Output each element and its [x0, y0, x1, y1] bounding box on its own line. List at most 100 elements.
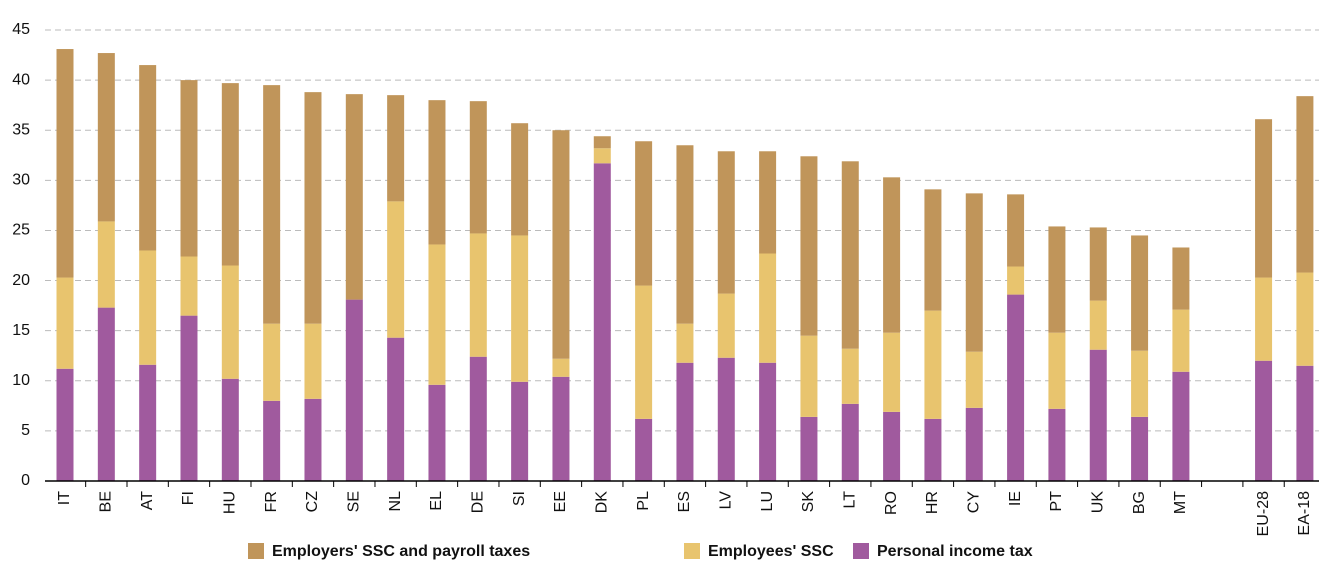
bar-segment	[759, 253, 777, 363]
x-tick-label: SK	[800, 491, 817, 513]
bar-segment	[552, 376, 570, 481]
y-tick-label: 10	[12, 372, 30, 389]
bar-segment	[965, 351, 983, 408]
y-tick-label: 40	[12, 71, 30, 88]
bar-segment	[1048, 332, 1066, 409]
bar-segment	[924, 189, 942, 311]
x-tick-label: MT	[1172, 491, 1189, 514]
bar-segment	[1296, 96, 1314, 273]
x-tick-label: DE	[470, 491, 487, 513]
bar-segment	[759, 151, 777, 254]
x-tick-label: SI	[511, 491, 528, 506]
bar-segment	[56, 368, 74, 481]
bar-segment	[1089, 227, 1107, 301]
y-tick-label: 5	[21, 422, 30, 439]
x-tick-label: PL	[635, 491, 652, 511]
legend-label: Employees' SSC	[708, 543, 834, 560]
x-tick-label: HU	[222, 491, 239, 514]
x-tick-label: CZ	[304, 491, 321, 513]
bar-segment	[759, 362, 777, 481]
bar-segment	[511, 235, 529, 382]
bar-segment	[56, 49, 74, 278]
bar-segment	[717, 151, 735, 294]
bar-segment	[428, 100, 446, 245]
bar-segment	[593, 136, 611, 149]
x-tick-label: IT	[56, 491, 73, 505]
legend-label: Personal income tax	[877, 543, 1033, 560]
bar-segment	[841, 403, 859, 481]
legend-swatch	[248, 543, 264, 559]
bar-segment	[1255, 119, 1273, 278]
bar-segment	[1089, 300, 1107, 350]
x-tick-label: CY	[965, 491, 982, 514]
bar-segment	[883, 177, 901, 333]
bar-segment	[469, 356, 487, 481]
bar-segment	[883, 411, 901, 481]
x-tick-label: PT	[1048, 491, 1065, 512]
bar-segment	[221, 378, 239, 481]
y-tick-label: 15	[12, 322, 30, 339]
bar-segment	[593, 148, 611, 164]
bar-segment	[965, 193, 983, 352]
bar-segment	[1172, 247, 1190, 310]
bar-segment	[635, 141, 653, 286]
bar-segment	[1089, 349, 1107, 481]
y-tick-label: 20	[12, 272, 30, 289]
bar-segment	[717, 293, 735, 358]
bar-segment	[387, 337, 405, 481]
bar-segment	[1131, 350, 1149, 417]
bar-segment	[139, 65, 157, 251]
bar-segment	[841, 348, 859, 404]
bar-segment	[511, 381, 529, 481]
x-tick-label: HR	[924, 491, 941, 514]
bar-segment	[56, 277, 74, 369]
bar-segment	[345, 299, 363, 481]
bar-segment	[1048, 408, 1066, 481]
bar-segment	[180, 315, 198, 481]
bar-segment	[1048, 226, 1066, 333]
legend-swatch	[853, 543, 869, 559]
bar-segment	[924, 310, 942, 419]
bar-segment	[717, 357, 735, 481]
x-tick-label: NL	[387, 491, 404, 512]
x-tick-label: DK	[594, 491, 611, 514]
bar-segment	[552, 358, 570, 377]
bar-segment	[387, 201, 405, 338]
bar-segment	[1172, 309, 1190, 372]
bar-segment	[924, 418, 942, 481]
y-tick-label: 25	[12, 222, 30, 239]
x-tick-label: IE	[1007, 491, 1024, 506]
legend-swatch	[684, 543, 700, 559]
bar-segment	[139, 250, 157, 365]
y-tick-label: 0	[21, 472, 30, 489]
y-tick-label: 35	[12, 121, 30, 138]
bar-segment	[1172, 371, 1190, 481]
y-tick-label: 30	[12, 172, 30, 189]
bar-segment	[1007, 194, 1025, 267]
x-tick-label: ES	[676, 491, 693, 512]
bar-segment	[304, 398, 322, 481]
bar-segment	[469, 233, 487, 357]
bar-segment	[1255, 277, 1273, 361]
bar-segment	[1131, 416, 1149, 481]
bar-segment	[221, 83, 239, 266]
y-tick-label: 45	[12, 21, 30, 38]
bar-segment	[387, 95, 405, 202]
bar-segment	[593, 163, 611, 481]
bar-segment	[304, 323, 322, 399]
bar-segment	[800, 335, 818, 417]
bar-segment	[304, 92, 322, 324]
x-tick-label: EL	[428, 491, 445, 511]
bar-segment	[263, 400, 281, 481]
bar-segment	[511, 123, 529, 236]
x-tick-label: RO	[883, 491, 900, 515]
bar-segment	[676, 145, 694, 324]
x-tick-label: AT	[139, 491, 156, 510]
bar-segment	[841, 161, 859, 349]
x-tick-label: LU	[759, 491, 776, 511]
x-tick-label: FI	[180, 491, 197, 505]
x-tick-label: SE	[346, 491, 363, 512]
x-tick-label: FR	[263, 491, 280, 512]
bar-segment	[221, 265, 239, 379]
